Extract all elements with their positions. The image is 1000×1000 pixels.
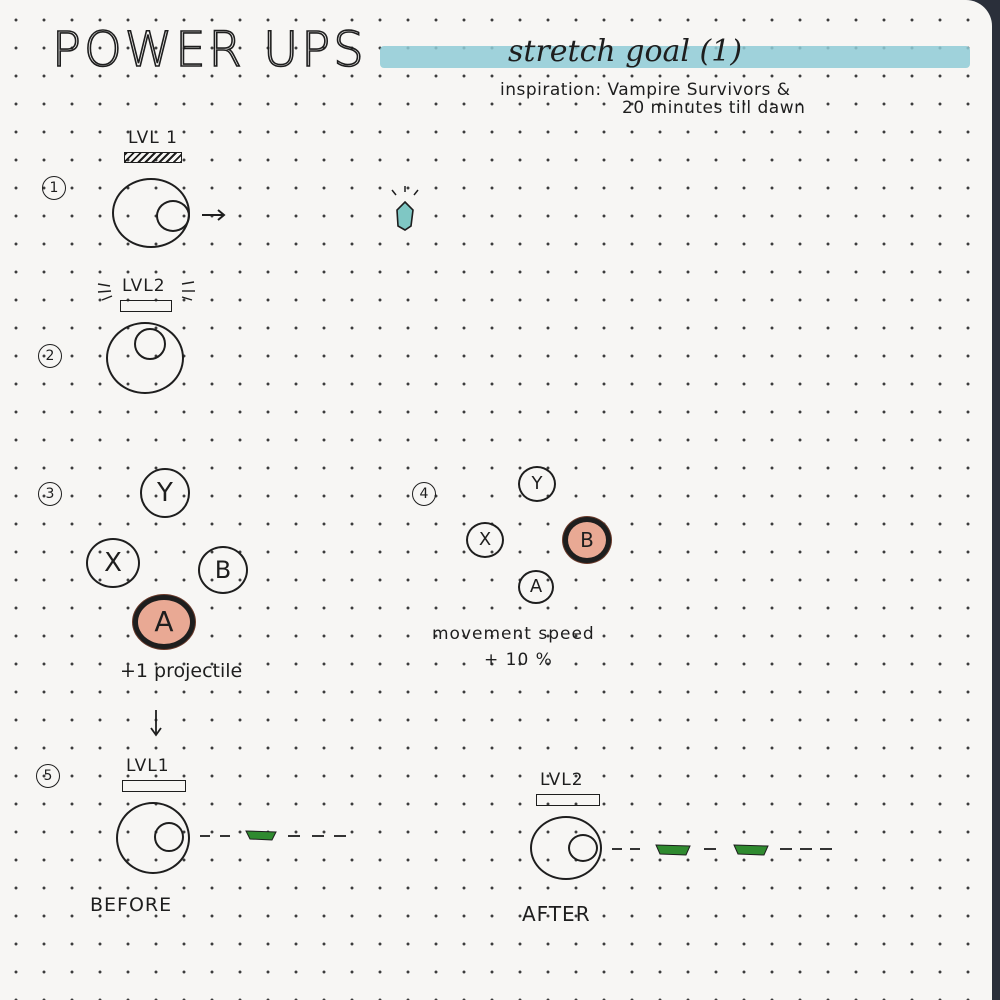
- step-5-before-level-bar: [122, 780, 186, 792]
- step-5-after-level-bar: [536, 794, 600, 806]
- gem-icon: [391, 186, 419, 231]
- step-2-player-circle: [106, 322, 184, 394]
- step-5-after-label: AFTER: [522, 902, 591, 926]
- step-4-number: 4: [412, 482, 436, 506]
- step-2-number: 2: [38, 344, 62, 368]
- step-4-button-y: Y: [518, 466, 556, 502]
- arrow-right-icon: [202, 209, 226, 221]
- step-4-caption-line-1: movement speed: [432, 624, 595, 644]
- step-5-number: 5: [36, 764, 60, 788]
- stretch-goal-label: stretch goal (1): [508, 34, 743, 69]
- inspiration-line-2: 20 minutes till dawn: [622, 98, 806, 118]
- step-3-button-x: X: [86, 538, 140, 588]
- step-1-weapon-circle: [156, 200, 190, 232]
- step-1-level-bar: [124, 152, 182, 163]
- step-5-after-level-label: LVL2: [540, 770, 584, 790]
- inspiration-line-1: inspiration: Vampire Survivors &: [500, 80, 791, 100]
- step-3-caption: +1 projectile: [120, 660, 243, 682]
- step-5-after-player-circle: [530, 816, 602, 880]
- step-5-before-label: BEFORE: [90, 894, 173, 916]
- step-5-before-player-circle: [116, 802, 190, 874]
- step-2-level-label: LVL2: [122, 276, 166, 296]
- projectile-icon: [245, 830, 277, 841]
- step-5-after-weapon-circle: [568, 834, 598, 862]
- step-3-button-y: Y: [140, 468, 190, 518]
- step-3-button-b: B: [198, 546, 248, 594]
- arrow-down-icon: [150, 710, 162, 737]
- step-4-button-a: A: [518, 570, 554, 604]
- page-title: POWER UPS: [51, 21, 367, 79]
- level-up-sparkle-icon: [97, 281, 195, 301]
- projectile-icon: [733, 844, 769, 856]
- step-1-level-label: LVL 1: [128, 128, 178, 148]
- step-4-button-x: X: [466, 522, 504, 558]
- projectile-icon: [655, 844, 691, 856]
- stretch-goal-highlight: [380, 46, 970, 68]
- step-5-before-level-label: LVL1: [126, 756, 170, 776]
- step-1-number: 1: [42, 176, 66, 200]
- step-3-button-a-highlighted: A: [136, 598, 192, 646]
- step-3-number: 3: [38, 482, 62, 506]
- step-4-button-b-highlighted: B: [566, 520, 608, 560]
- step-5-before-weapon-circle: [154, 822, 184, 852]
- step-4-caption-line-2: + 10 %: [484, 650, 553, 670]
- step-2-weapon-circle: [134, 328, 166, 360]
- step-2-level-bar: [120, 300, 172, 312]
